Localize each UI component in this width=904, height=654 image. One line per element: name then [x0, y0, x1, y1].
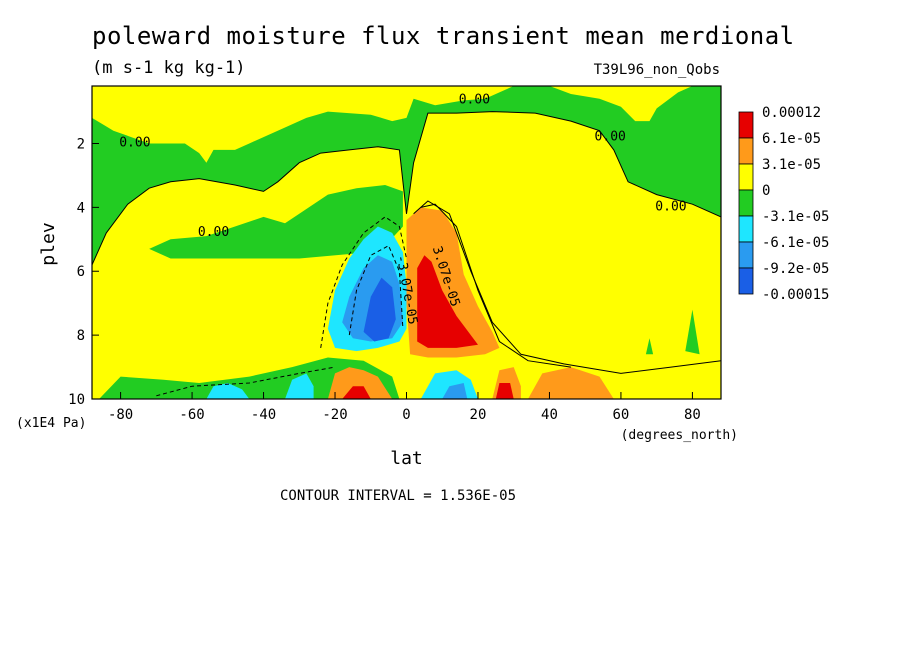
contour-label-1: 0.00: [198, 225, 229, 240]
contour-label-3: 0.00: [595, 129, 626, 144]
x-tick-label-3: -20: [322, 407, 347, 423]
contour-line-4: [320, 216, 407, 348]
x-tick-label-5: 20: [470, 407, 487, 423]
legend-swatch-5: [738, 241, 754, 269]
contour-region-positive_high-18: [495, 383, 514, 399]
contour-region-negative_low-4: [99, 357, 400, 399]
contour-line-5: [348, 244, 404, 336]
x-tick-label-2: -40: [251, 407, 276, 423]
legend-swatch-3: [738, 189, 754, 217]
y-tick-label-2: 6: [77, 264, 85, 280]
legend-label-3: 0: [762, 183, 770, 199]
legend-label-2: 3.1e-05: [762, 157, 821, 173]
contour-region-positive_low-1: [92, 86, 514, 163]
y-tick-label-3: 8: [77, 328, 85, 344]
x-axis-label: lat: [390, 448, 423, 469]
chart-title: poleward moisture flux transient mean me…: [92, 22, 795, 50]
x-tick-label-1: -60: [179, 407, 204, 423]
contour-region-negative_low-20: [685, 309, 700, 355]
legend-swatch-0: [738, 111, 754, 139]
contour-line-1: [406, 111, 721, 218]
contour-region-negative_mid-13: [206, 383, 250, 399]
contour-line-3: [420, 203, 571, 368]
contour-region-negative_high-16: [442, 383, 468, 399]
contour-region-positive_high-10: [417, 255, 478, 348]
y-tick-label-0: 2: [77, 136, 85, 152]
legend-swatch-2: [738, 163, 754, 191]
contour-line-6: [156, 366, 336, 397]
y-axis-label: plev: [38, 222, 59, 265]
contour-region-negative_low-5: [149, 185, 403, 259]
x-tick-label-0: -80: [108, 407, 133, 423]
x-axis-unit: (degrees_north): [621, 428, 738, 443]
legend-swatch-4: [738, 215, 754, 243]
contour-region-positive_mid-11: [327, 367, 393, 399]
legend-swatch-1: [738, 137, 754, 165]
x-tick-label-7: 60: [613, 407, 630, 423]
contour-region-negative_max-8: [363, 277, 396, 342]
contour-region-positive_mid-19: [528, 367, 614, 399]
contour-region-negative_low-21: [645, 338, 654, 355]
contour-label-2: 0.00: [459, 93, 490, 108]
contour-line-0: [92, 146, 407, 266]
legend-label-0: 0.00012: [762, 105, 821, 121]
x-tick-label-8: 80: [684, 407, 701, 423]
contour-interval-label: CONTOUR INTERVAL = 1.536E-05: [280, 488, 517, 504]
legend-label-4: -3.1e-05: [762, 209, 829, 225]
contour-label-0: 0.00: [119, 136, 150, 151]
x-tick-label-6: 40: [541, 407, 558, 423]
contour-region-positive_low-2: [549, 86, 693, 122]
x-tick-label-4: 0: [402, 407, 410, 423]
contour-region-negative_mid-14: [285, 373, 314, 399]
contour-label-4: 0.00: [655, 200, 686, 215]
legend-label-1: 6.1e-05: [762, 131, 821, 147]
y-tick-label-1: 4: [77, 200, 85, 216]
legend-label-5: -6.1e-05: [762, 235, 829, 251]
units-label: (m s-1 kg kg-1): [92, 58, 246, 78]
legend-label-6: -9.2e-05: [762, 261, 829, 277]
legend-label-7: -0.00015: [762, 287, 829, 303]
dataset-label: T39L96_non_Qobs: [593, 62, 720, 78]
contour-region-positive_high-12: [342, 386, 371, 399]
y-tick-label-4: 10: [68, 392, 85, 408]
legend-swatch-6: [738, 267, 754, 295]
y-axis-unit: (x1E4 Pa): [16, 416, 86, 431]
